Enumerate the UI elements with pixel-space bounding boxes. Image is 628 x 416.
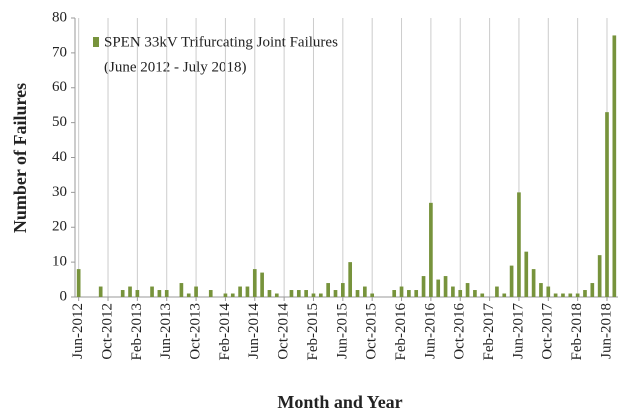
x-tick-label: Feb-2015	[305, 303, 321, 361]
bar	[179, 283, 184, 297]
y-axis-label: Number of Failures	[10, 83, 30, 233]
bar	[370, 293, 375, 297]
bar	[186, 293, 191, 297]
bar	[318, 293, 323, 297]
bar	[267, 290, 272, 297]
bar	[296, 290, 301, 297]
bar	[561, 293, 565, 297]
legend-label: SPEN 33kV Trifurcating Joint Failures	[104, 34, 338, 50]
x-tick-label: Oct-2012	[99, 303, 115, 360]
bar	[252, 269, 257, 297]
bar	[399, 286, 404, 297]
x-tick-label: Jun-2012	[70, 303, 86, 359]
bar	[76, 269, 81, 297]
bar	[517, 192, 521, 297]
bar	[150, 286, 154, 297]
bar	[451, 286, 455, 297]
y-tick-label: 10	[52, 254, 67, 270]
bar	[260, 272, 264, 297]
y-tick-label: 80	[52, 9, 67, 25]
bar	[605, 112, 609, 297]
bar	[135, 290, 140, 297]
bar	[590, 283, 595, 297]
bar	[245, 286, 250, 297]
bar	[509, 265, 514, 297]
y-tick-label: 30	[52, 184, 67, 200]
bar	[465, 283, 470, 297]
bar	[194, 286, 198, 297]
bar	[495, 286, 499, 297]
bar	[355, 290, 360, 297]
y-tick-label: 50	[52, 114, 67, 130]
x-tick-label: Jun-2017	[510, 303, 526, 359]
x-axis-label: Month and Year	[277, 392, 402, 412]
bar	[473, 290, 477, 297]
bar	[223, 293, 228, 297]
bar	[392, 290, 397, 297]
legend-swatch	[93, 37, 99, 47]
x-tick-label: Jun-2014	[246, 303, 262, 359]
bar	[348, 262, 353, 297]
bar	[274, 293, 279, 297]
x-tick-label: Jun-2015	[334, 303, 350, 359]
bar	[531, 269, 536, 297]
bar	[524, 251, 529, 297]
bar	[363, 286, 367, 297]
bar	[326, 283, 330, 297]
bar	[612, 35, 617, 297]
bar	[98, 286, 103, 297]
y-tick-label: 40	[52, 149, 67, 165]
y-tick-label: 0	[60, 288, 68, 304]
bar	[230, 293, 235, 297]
bar	[120, 290, 125, 297]
y-tick-label: 60	[52, 79, 67, 95]
x-tick-label: Feb-2017	[481, 303, 497, 361]
x-tick-label: Feb-2016	[393, 303, 409, 361]
bar	[429, 202, 433, 297]
bar	[311, 293, 316, 297]
bar	[304, 290, 308, 297]
bar	[414, 290, 419, 297]
bar	[480, 293, 485, 297]
x-tick-label: Feb-2013	[129, 303, 145, 361]
bar	[553, 293, 558, 297]
x-tick-label: Jun-2016	[422, 303, 438, 359]
x-tick-label: Oct-2014	[276, 303, 292, 360]
bar	[583, 290, 587, 297]
bar	[128, 286, 132, 297]
bar	[568, 293, 573, 297]
bar	[539, 283, 543, 297]
bar	[208, 290, 213, 297]
x-tick-label: Feb-2014	[217, 303, 233, 361]
bar	[546, 286, 551, 297]
bar	[443, 276, 448, 297]
bar	[333, 290, 338, 297]
x-tick-label: Oct-2013	[188, 303, 204, 360]
bar	[289, 290, 294, 297]
legend-note: (June 2012 - July 2018)	[104, 59, 247, 75]
x-tick-label: Jun-2018	[598, 303, 614, 359]
x-tick-label: Oct-2017	[540, 303, 556, 360]
bar	[238, 286, 242, 297]
bar	[421, 276, 426, 297]
bar	[502, 293, 507, 297]
bar	[597, 255, 602, 297]
x-tick-label: Feb-2018	[569, 303, 585, 361]
bar	[157, 290, 162, 297]
bar	[436, 279, 441, 297]
bar	[340, 283, 345, 297]
bar	[458, 290, 463, 297]
x-tick-label: Jun-2013	[158, 303, 174, 359]
x-tick-label: Oct-2015	[364, 303, 380, 360]
y-tick-label: 20	[52, 219, 67, 235]
bar	[407, 290, 411, 297]
y-tick-label: 70	[52, 44, 67, 60]
bar	[164, 290, 169, 297]
bar	[575, 293, 580, 297]
x-tick-label: Oct-2016	[452, 303, 468, 360]
